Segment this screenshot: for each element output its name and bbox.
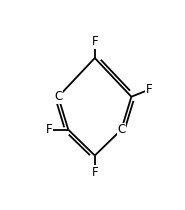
Text: F: F [92,35,98,48]
Text: F: F [46,123,52,136]
Text: C: C [117,123,125,136]
Text: F: F [146,83,153,96]
Text: F: F [92,165,98,178]
Text: C: C [54,90,62,103]
